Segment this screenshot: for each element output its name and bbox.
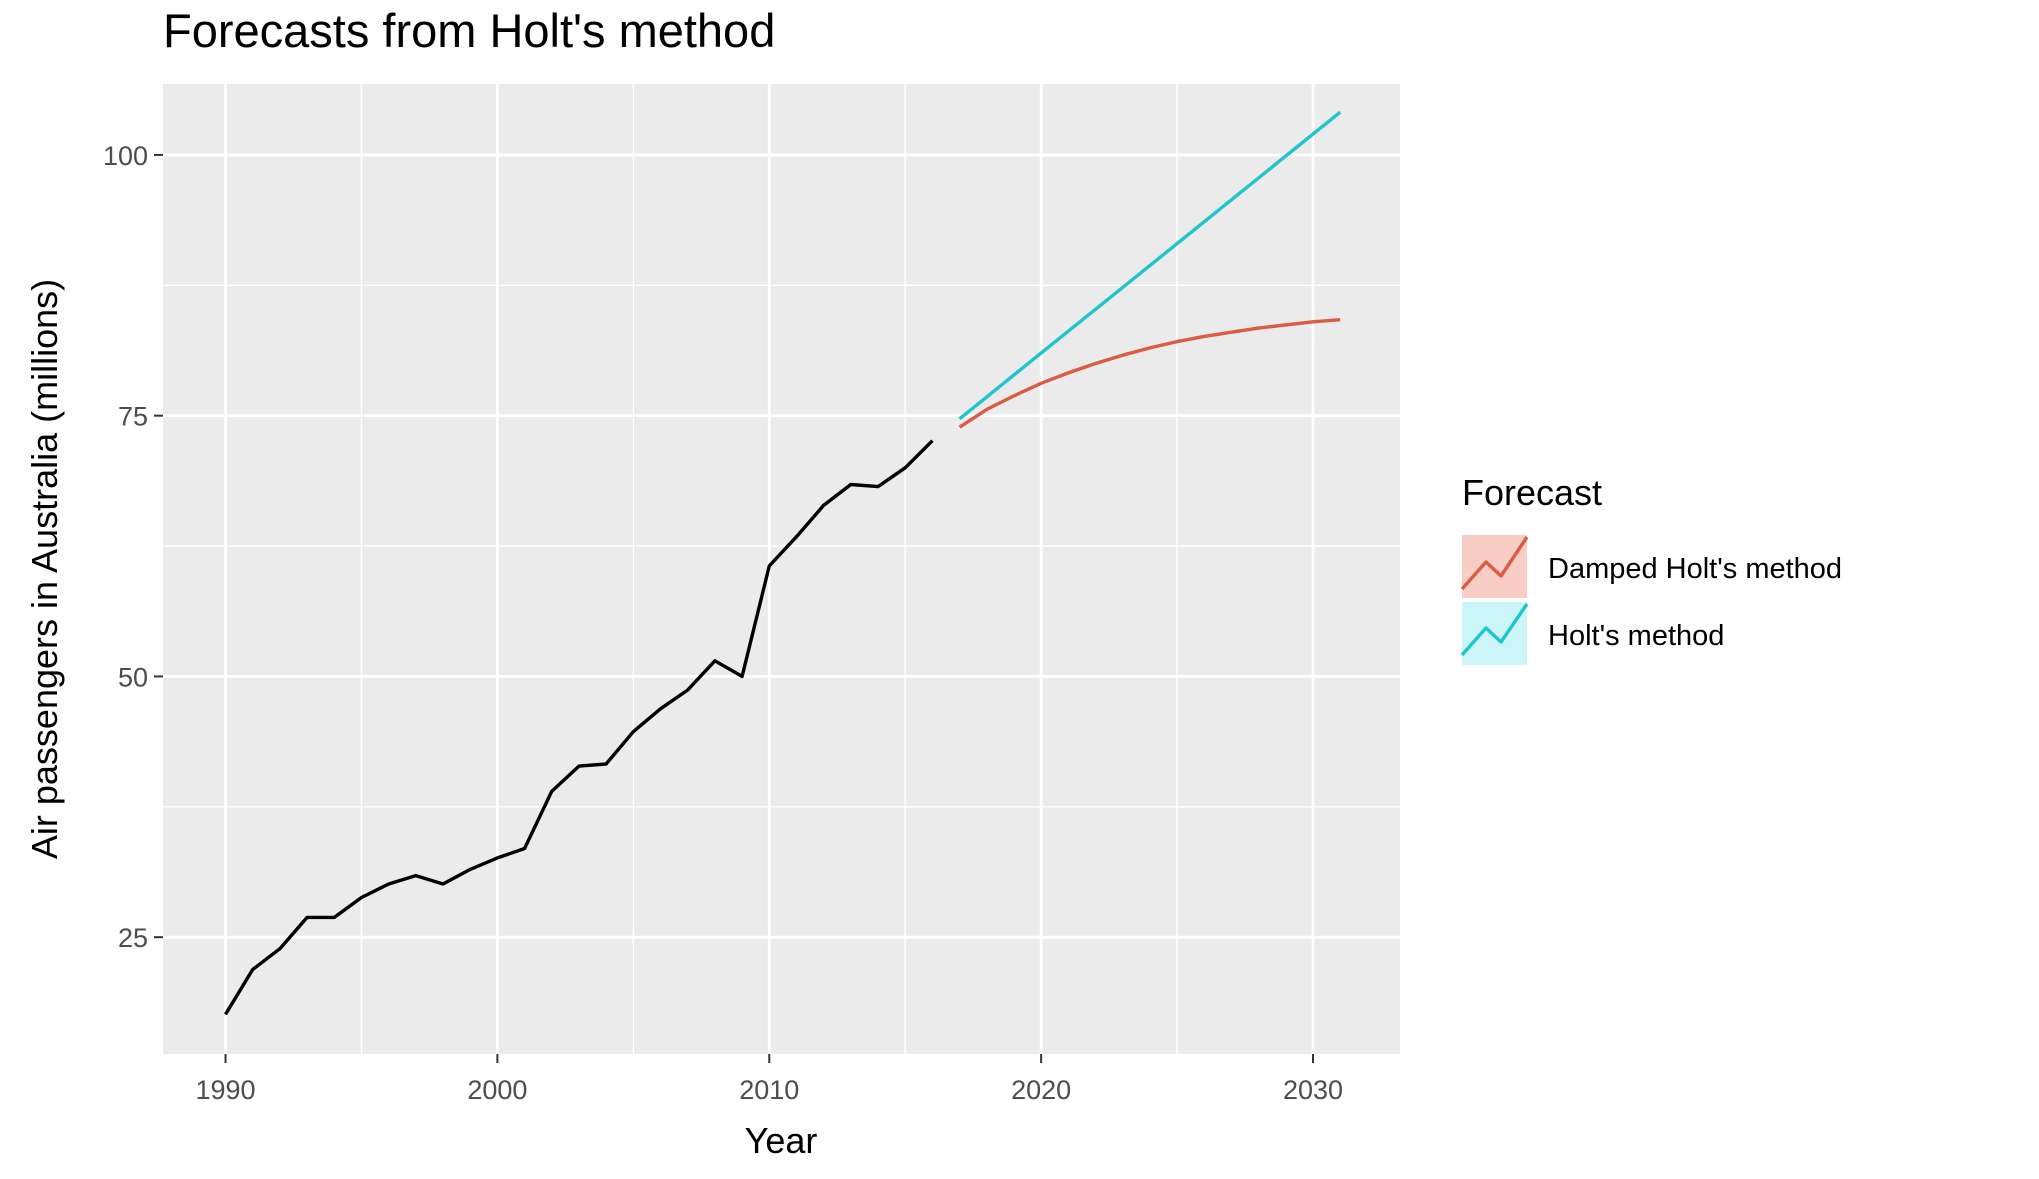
- x-tick-label-1990: 1990: [195, 1075, 255, 1105]
- series-line-observed: [224, 439, 934, 1016]
- y-tick-label-25: 25: [118, 923, 148, 953]
- legend-swatch-damped-holts-method: [1460, 536, 1529, 591]
- y-tick-label-100: 100: [103, 141, 148, 171]
- x-axis: 1990 2000 2010 2020 2030: [195, 1054, 1343, 1105]
- x-tick-label-2020: 2020: [1011, 1075, 1071, 1105]
- legend: Forecast Damped Holt's method Holt's met…: [1460, 472, 1842, 665]
- legend-item-holts-method: Holt's method: [1460, 602, 1724, 665]
- legend-key-holts-method: [1462, 602, 1527, 665]
- chart-title: Forecasts from Holt's method: [163, 4, 775, 57]
- series-layer: [224, 110, 1342, 1016]
- x-axis-title: Year: [745, 1120, 818, 1161]
- legend-key-damped-holts-method: [1462, 535, 1527, 598]
- x-tick-label-2030: 2030: [1283, 1075, 1343, 1105]
- y-tick-label-75: 75: [118, 402, 148, 432]
- y-tick-label-50: 50: [118, 662, 148, 692]
- series-line-holt-s-method: [958, 110, 1342, 421]
- legend-label-holts-method: Holt's method: [1548, 620, 1724, 652]
- y-axis-title: Air passengers in Australia (millions): [24, 279, 65, 859]
- y-axis: 25 50 75 100: [103, 141, 163, 953]
- x-tick-label-2000: 2000: [467, 1075, 527, 1105]
- legend-title: Forecast: [1462, 472, 1602, 513]
- x-tick-label-2010: 2010: [739, 1075, 799, 1105]
- legend-swatch-holts-method: [1460, 603, 1529, 657]
- series-line-damped-holt-s-method: [958, 318, 1341, 429]
- legend-label-damped-holts-method: Damped Holt's method: [1548, 553, 1842, 585]
- legend-item-damped-holts-method: Damped Holt's method: [1460, 535, 1842, 598]
